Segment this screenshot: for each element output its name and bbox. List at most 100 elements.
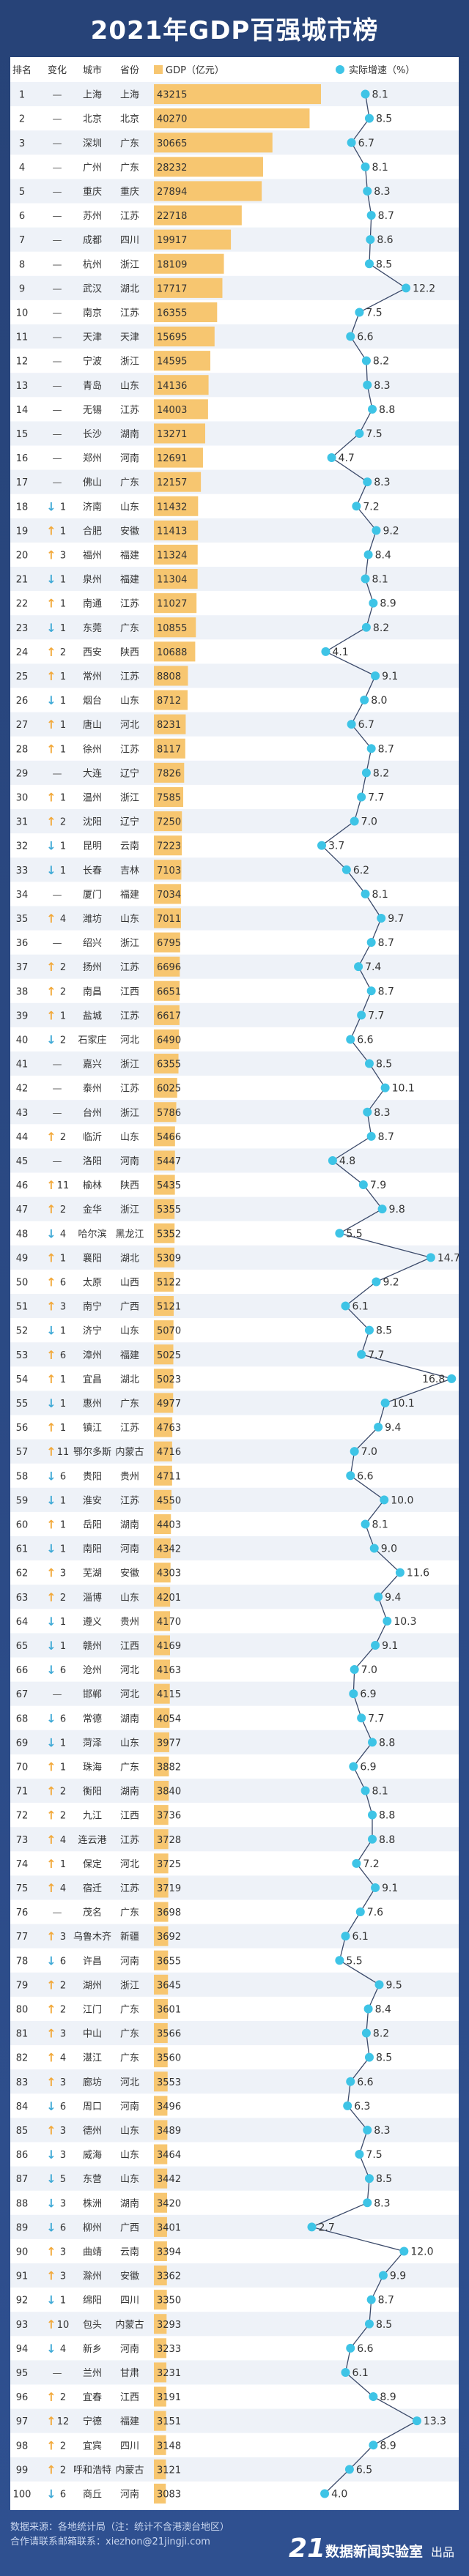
down-arrow-icon: ↓ [46, 2196, 56, 2210]
province-label: 江苏 [120, 404, 139, 416]
change-label: 4 [60, 2344, 66, 2355]
city-label: 郑州 [83, 453, 102, 464]
gdp-value-label: 3496 [157, 2102, 181, 2112]
rank-label: 59 [16, 1495, 29, 1506]
growth-value-label: 8.5 [376, 2052, 392, 2064]
change-label: — [53, 1689, 62, 1700]
gdp-bar [154, 1732, 169, 1752]
gdp-bar [154, 399, 208, 420]
gdp-bar [154, 253, 224, 274]
rank-label: 64 [16, 1617, 29, 1628]
growth-value-label: 7.6 [367, 1907, 383, 1918]
gdp-bar [154, 980, 180, 1001]
province-label: 新疆 [120, 1931, 139, 1943]
change-label: 1 [60, 623, 66, 634]
growth-point [369, 1544, 379, 1553]
growth-point [347, 138, 356, 147]
city-label: 柳州 [83, 2222, 102, 2233]
row-stripe [10, 421, 459, 446]
rank-label: 1 [19, 90, 25, 101]
gdp-bar [154, 2241, 167, 2261]
gdp-bar [154, 351, 211, 371]
city-label: 潍坊 [83, 914, 102, 925]
province-label: 广东 [120, 163, 139, 174]
growth-point [343, 2101, 352, 2110]
rank-label: 48 [16, 1229, 29, 1240]
growth-value-label: 8.7 [378, 986, 394, 997]
rank-label: 9 [19, 283, 25, 294]
row-stripe [10, 1585, 459, 1609]
rank-label: 56 [16, 1423, 29, 1434]
city-label: 呼和浩特 [73, 2465, 111, 2476]
growth-value-label: 8.3 [374, 477, 390, 488]
gdp-bar [154, 1175, 175, 1195]
rank-label: 4 [19, 163, 25, 174]
change-label: — [53, 405, 62, 416]
gdp-value-label: 3698 [157, 1907, 181, 1918]
city-label: 扬州 [83, 962, 102, 973]
gdp-bar [154, 327, 215, 347]
city-label: 邯郸 [83, 1689, 102, 1700]
province-label: 广东 [120, 623, 139, 634]
gdp-value-label: 3420 [157, 2198, 181, 2209]
city-label: 新乡 [83, 2343, 102, 2355]
up-arrow-icon: ↑ [46, 1372, 56, 1386]
gdp-value-label: 5352 [157, 1229, 181, 1240]
change-label: 1 [60, 1762, 66, 1773]
gdp-bar [154, 811, 182, 832]
growth-value-label: 6.7 [358, 719, 374, 731]
gdp-bar [154, 835, 182, 856]
growth-point [317, 841, 327, 850]
row-stripe [10, 857, 459, 882]
city-label: 廊坊 [83, 2077, 102, 2088]
change-label: 6 [60, 1350, 66, 1361]
change-label: — [53, 211, 62, 222]
rank-label: 14 [16, 405, 29, 416]
growth-point [371, 1883, 380, 1892]
growth-point [364, 1059, 374, 1068]
gdp-value-label: 7103 [157, 866, 181, 876]
growth-point [350, 816, 359, 826]
province-label: 浙江 [120, 1205, 139, 1216]
growth-value-label: 6.6 [357, 1034, 373, 1046]
rank-label: 75 [16, 1883, 29, 1894]
gdp-value-label: 5025 [157, 1350, 181, 1361]
city-label: 宜春 [83, 2392, 102, 2403]
city-label: 兰州 [83, 2368, 102, 2379]
growth-value-label: 7.2 [363, 1858, 379, 1870]
gdp-value-label: 4303 [157, 1568, 181, 1579]
footer-contact: 合作请联系邮箱联系：xiezhon@21jingji.com [10, 2536, 210, 2547]
gdp-value-label: 3121 [157, 2465, 181, 2476]
growth-point [349, 1762, 358, 1771]
gdp-value-label: 4342 [157, 1544, 181, 1555]
rank-label: 8 [19, 259, 25, 270]
rank-label: 55 [16, 1399, 29, 1410]
gdp-value-label: 3566 [157, 2029, 181, 2040]
up-arrow-icon: ↑ [46, 1833, 56, 1847]
growth-point [374, 1592, 383, 1601]
gdp-bar [154, 2047, 168, 2068]
down-arrow-icon: ↓ [46, 2148, 56, 2162]
gdp-value-label: 3601 [157, 2004, 181, 2015]
city-label: 茂名 [83, 1907, 102, 1918]
rank-label: 18 [16, 502, 29, 513]
change-label: 1 [60, 792, 66, 803]
growth-point [352, 502, 361, 511]
city-label: 宁德 [83, 2416, 102, 2427]
change-label: 3 [60, 1302, 66, 1313]
city-label: 上海 [83, 90, 102, 101]
city-label: 菏泽 [83, 1738, 102, 1749]
city-label: 珠海 [83, 1762, 102, 1773]
gdp-value-label: 6025 [157, 1084, 181, 1095]
growth-value-label: 6.1 [352, 1931, 368, 1943]
change-label: — [53, 1084, 62, 1095]
rank-label: 74 [16, 1859, 29, 1870]
city-label: 唐山 [83, 719, 102, 731]
change-label: 1 [60, 1641, 66, 1652]
gdp-bar [154, 1756, 169, 1776]
province-label: 江西 [120, 986, 139, 997]
up-arrow-icon: ↑ [46, 2269, 56, 2283]
rank-label: 5 [19, 187, 25, 198]
growth-value-label: 8.4 [375, 2003, 391, 2015]
change-label: — [53, 453, 62, 464]
